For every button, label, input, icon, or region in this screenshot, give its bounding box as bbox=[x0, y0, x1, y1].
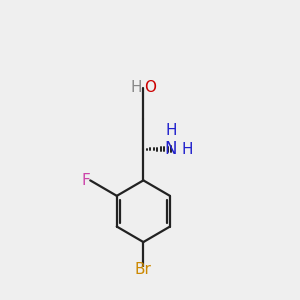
Text: N: N bbox=[165, 140, 177, 158]
Text: H: H bbox=[131, 80, 142, 95]
Text: O: O bbox=[145, 80, 157, 95]
Text: H: H bbox=[182, 142, 193, 157]
Text: Br: Br bbox=[135, 262, 152, 278]
Text: H: H bbox=[165, 123, 177, 138]
Text: F: F bbox=[82, 173, 90, 188]
